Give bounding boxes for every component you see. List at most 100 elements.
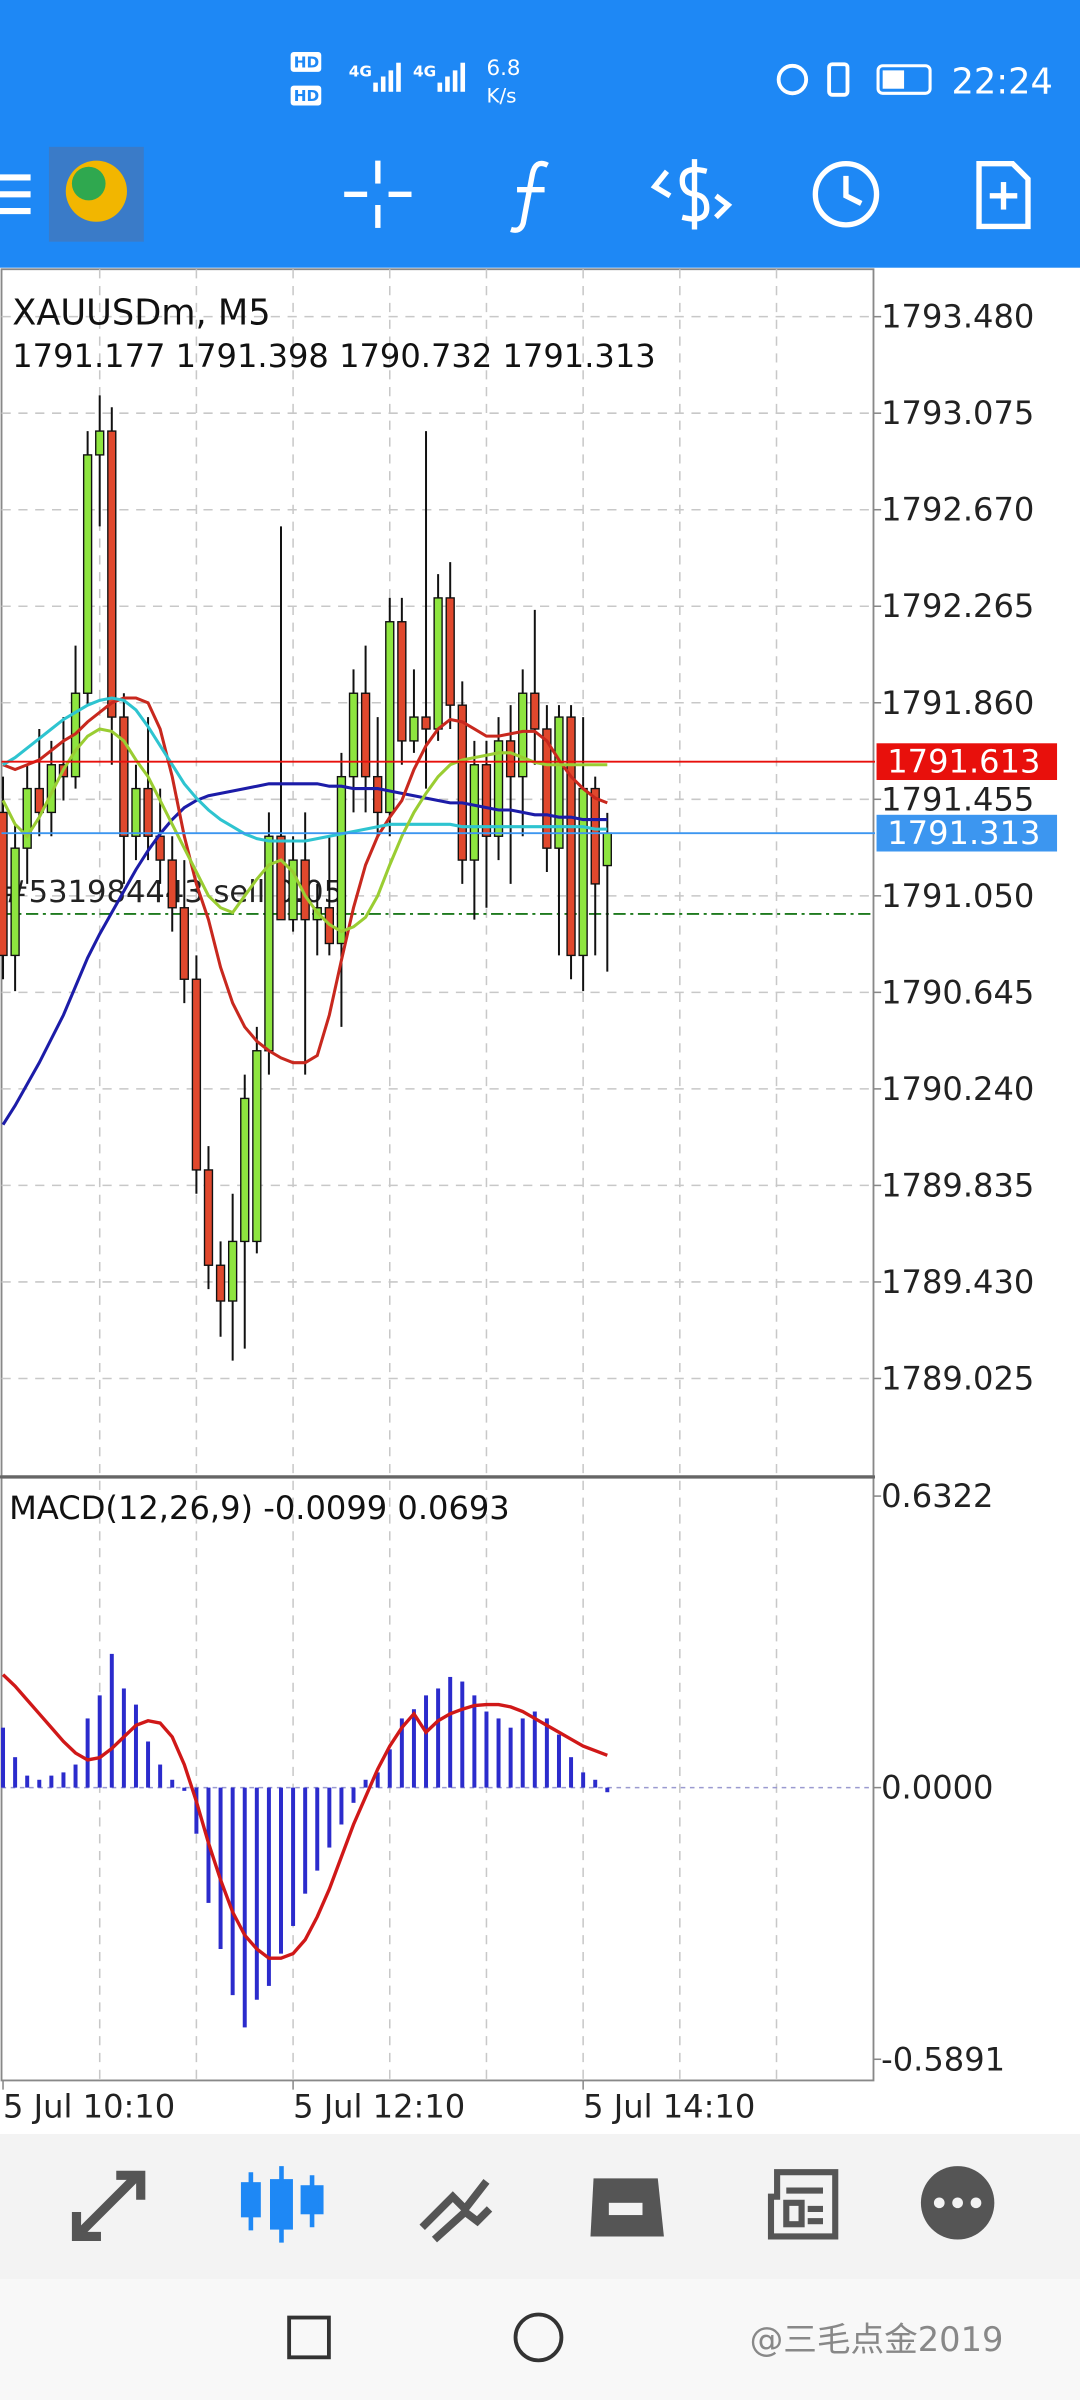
macd-bar xyxy=(133,1704,138,1788)
macd-bar xyxy=(436,1688,441,1788)
candle-body xyxy=(131,787,141,837)
y-tick-label: 1791.455 xyxy=(881,780,1034,818)
new-order-button[interactable] xyxy=(976,161,1031,230)
hd-icon xyxy=(290,85,322,106)
candle-body xyxy=(179,907,189,980)
candle-body xyxy=(34,787,44,814)
candle-body xyxy=(252,1050,262,1243)
home-button[interactable] xyxy=(513,2312,564,2363)
candle-body xyxy=(22,787,32,849)
y-tick-label: 1791.860 xyxy=(881,684,1034,722)
macd-bar xyxy=(266,1787,271,1986)
candle-body xyxy=(240,1097,250,1243)
plot xyxy=(0,395,876,2028)
news-tab[interactable] xyxy=(767,2169,839,2240)
macd-bar xyxy=(520,1718,525,1788)
macd-bar xyxy=(182,1787,187,1791)
candle-body xyxy=(469,764,480,861)
y-tick-label: 1793.480 xyxy=(881,298,1034,336)
y-tick-label: 1789.025 xyxy=(881,1359,1034,1397)
watermark: @三毛点金2019 xyxy=(750,2320,1004,2359)
candle-body xyxy=(493,740,504,837)
toolbar xyxy=(0,146,1031,242)
macd-bar xyxy=(73,1764,78,1788)
macd-bar xyxy=(532,1711,537,1788)
moving-average xyxy=(1,727,608,934)
candle-body xyxy=(530,692,540,730)
trade-tab[interactable] xyxy=(419,2179,493,2243)
price-label-box xyxy=(876,814,1058,852)
macd-bar xyxy=(279,1787,283,1954)
macd-bar xyxy=(242,1787,247,2028)
history-tab[interactable] xyxy=(590,2178,664,2237)
indicators-button[interactable] xyxy=(510,160,549,233)
macd-bar xyxy=(13,1757,18,1788)
macd-bar xyxy=(448,1676,453,1788)
macd-bar xyxy=(109,1653,114,1788)
candle-body xyxy=(203,1169,214,1266)
macd-bar xyxy=(556,1734,561,1788)
macd-bar xyxy=(303,1787,308,1894)
candle-body xyxy=(481,764,492,837)
bottom-nav-icons xyxy=(71,2166,995,2243)
candle-body xyxy=(590,787,600,885)
bottom-nav xyxy=(0,2133,1080,2280)
price-label-box xyxy=(876,743,1058,781)
macd-bar xyxy=(387,1749,392,1788)
battery-icon xyxy=(876,64,932,95)
macd-bar xyxy=(49,1775,54,1788)
quotes-tab[interactable] xyxy=(71,2170,146,2242)
candle-body xyxy=(107,430,117,718)
trade-button[interactable] xyxy=(650,159,733,230)
chat-tab[interactable] xyxy=(920,2166,995,2240)
hd-label: HD xyxy=(294,87,319,105)
candle-body xyxy=(227,1240,238,1302)
menu-button[interactable] xyxy=(0,174,31,215)
candle-body xyxy=(119,716,129,837)
chart-tab[interactable] xyxy=(240,2166,324,2243)
candle-body xyxy=(360,692,371,778)
candle-body xyxy=(373,775,383,814)
vibrate-icon xyxy=(827,62,850,97)
candle-body xyxy=(421,716,431,730)
y-tick-label: 1789.430 xyxy=(881,1263,1034,1301)
recents-button[interactable] xyxy=(287,2315,331,2360)
macd-bar xyxy=(424,1695,429,1788)
candle-body xyxy=(602,832,612,867)
y-tick-label: 1790.645 xyxy=(881,973,1034,1011)
macd-bar xyxy=(351,1787,356,1803)
candle-body xyxy=(10,847,20,957)
y-tick-label: 0.0000 xyxy=(881,1769,993,1807)
candle-body xyxy=(409,716,419,742)
system-nav xyxy=(0,2279,1080,2400)
periods-button[interactable] xyxy=(812,161,880,228)
network-speed-unit: K/s xyxy=(486,84,516,107)
candle-body xyxy=(457,704,467,861)
macd-bar xyxy=(170,1779,175,1788)
main-pane-frame xyxy=(0,268,875,1478)
macd-bar xyxy=(484,1711,489,1788)
macd-bar xyxy=(460,1681,465,1788)
grid: #531984443 sell 0.05 xyxy=(1,269,882,2090)
crosshair-button[interactable] xyxy=(344,160,412,228)
x-tick-label: 5 Jul 14:10 xyxy=(583,2087,755,2125)
candle-body xyxy=(566,716,576,957)
signal-label: 4G xyxy=(413,62,436,80)
macd-bar xyxy=(254,1787,259,2000)
macd-title: MACD(12,26,9) -0.0099 0.0693 xyxy=(9,1489,510,1527)
candle-body xyxy=(167,859,177,909)
macd-bar xyxy=(146,1741,151,1788)
candle-body xyxy=(542,728,552,849)
signal-label: 4G xyxy=(349,62,372,80)
alarm-icon xyxy=(776,63,809,96)
app-header xyxy=(0,0,1080,268)
macd-bar xyxy=(291,1787,296,1926)
macd-bar xyxy=(25,1775,30,1788)
price-label: 1791.313 xyxy=(887,814,1040,852)
macd-signal xyxy=(1,1673,608,1960)
macd-bar xyxy=(496,1718,501,1788)
candle-body xyxy=(82,454,93,694)
candle-body xyxy=(433,597,443,730)
